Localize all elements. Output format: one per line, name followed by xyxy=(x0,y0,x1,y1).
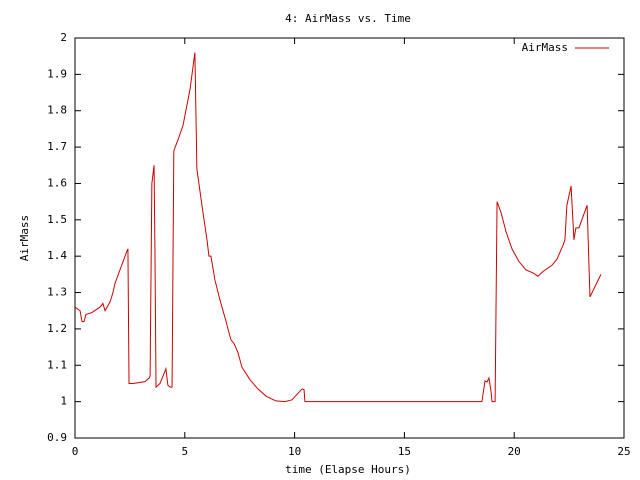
x-tick-label: 15 xyxy=(398,445,411,458)
chart-title: 4: AirMass vs. Time xyxy=(285,12,411,25)
y-tick-label: 1.1 xyxy=(47,358,67,371)
x-tick-label: 25 xyxy=(617,445,630,458)
y-tick-label: 1.9 xyxy=(47,67,67,80)
x-tick-label: 20 xyxy=(508,445,521,458)
y-tick-label: 1.2 xyxy=(47,322,67,335)
y-tick-label: 1.7 xyxy=(47,140,67,153)
plot-frame xyxy=(74,37,625,439)
data-line xyxy=(74,52,602,403)
y-tick-label: 1 xyxy=(60,395,67,408)
legend-label: AirMass xyxy=(522,41,568,54)
y-tick-label: 1.8 xyxy=(47,104,67,117)
y-tick-label: 0.9 xyxy=(47,431,67,444)
y-tick-label: 1.5 xyxy=(47,213,67,226)
x-tick-label: 10 xyxy=(288,445,301,458)
y-tick-label: 2 xyxy=(60,31,67,44)
y-axis-label: AirMass xyxy=(18,215,31,261)
y-tick-label: 1.3 xyxy=(47,286,67,299)
x-axis-label: time (Elapse Hours) xyxy=(285,463,411,476)
x-tick-label: 0 xyxy=(72,445,79,458)
y-tick-label: 1.4 xyxy=(47,249,67,262)
y-tick-label: 1.6 xyxy=(47,176,67,189)
x-tick-label: 5 xyxy=(181,445,188,458)
